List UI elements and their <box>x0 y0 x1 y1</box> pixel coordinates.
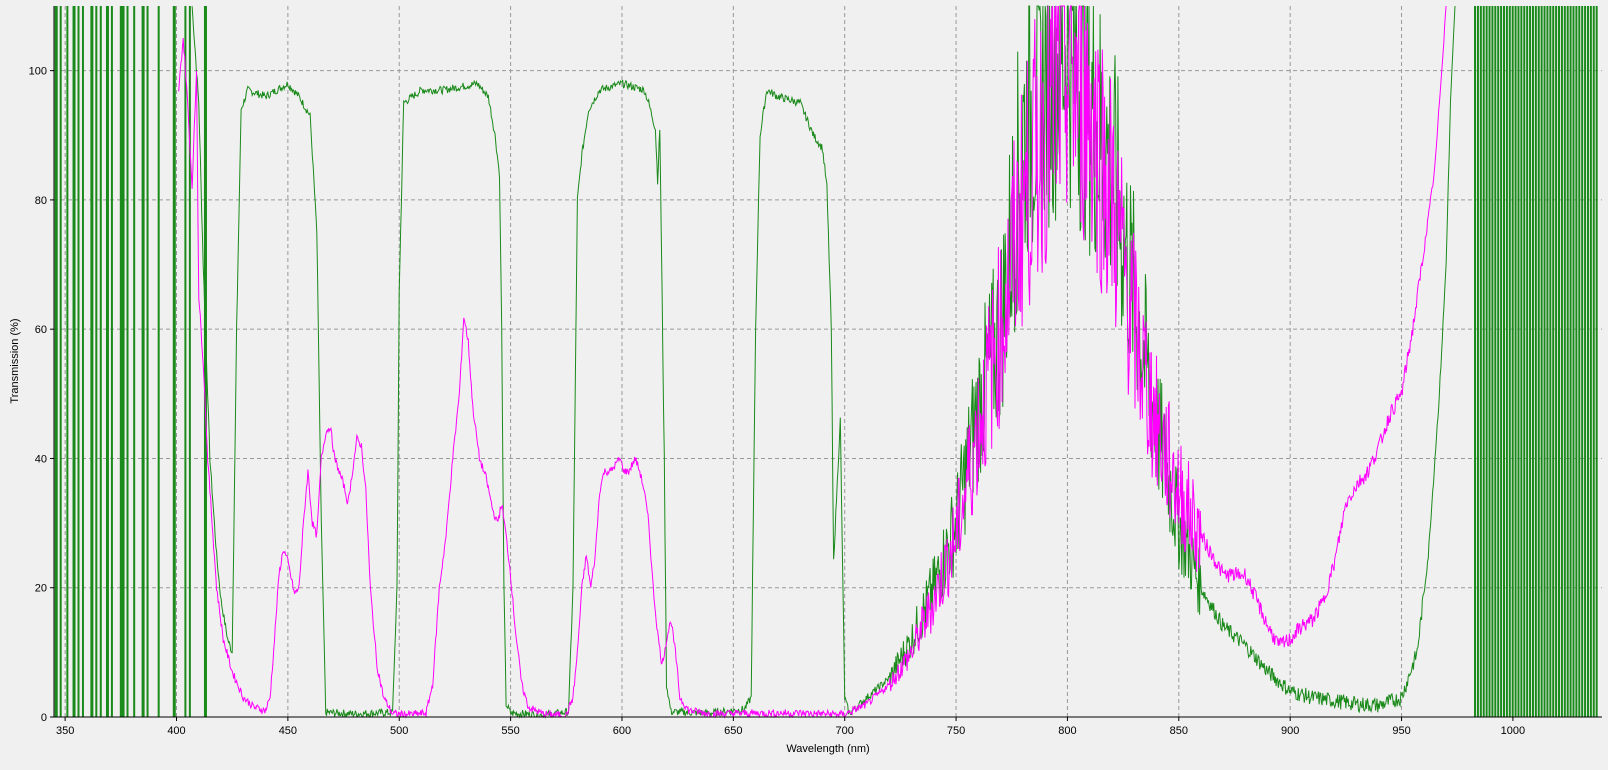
y-tick-label: 0 <box>41 712 47 724</box>
x-tick-label: 900 <box>1281 725 1299 737</box>
y-axis-label: Transmission (%) <box>9 318 21 403</box>
y-tick-label: 80 <box>35 195 47 207</box>
grid-lines <box>54 6 1602 717</box>
series-group <box>178 5 1456 719</box>
tick-labels: 350 400 450 500 550 600 650 700 750 800 850 900 950 1… <box>29 66 1526 737</box>
x-tick-label: 650 <box>724 725 742 737</box>
x-tick-label: 350 <box>56 725 74 737</box>
x-tick-label: 450 <box>279 725 297 737</box>
y-tick-label: 60 <box>35 324 47 336</box>
y-tick-label: 40 <box>35 453 47 465</box>
series-line-1 <box>178 5 1447 719</box>
x-tick-label: 550 <box>501 725 519 737</box>
x-tick-label: 750 <box>947 725 965 737</box>
x-axis-label: Wavelength (nm) <box>786 743 869 755</box>
x-tick-label: 500 <box>390 725 408 737</box>
x-tick-label: 600 <box>613 725 631 737</box>
x-tick-label: 850 <box>1170 725 1188 737</box>
x-tick-label: 1000 <box>1501 725 1525 737</box>
x-tick-label: 950 <box>1392 725 1410 737</box>
y-tick-label: 100 <box>29 66 47 78</box>
x-tick-label: 700 <box>836 725 854 737</box>
x-tick-label: 800 <box>1058 725 1076 737</box>
edge-noise-bars <box>54 6 1598 717</box>
x-tick-label: 400 <box>167 725 185 737</box>
y-tick-label: 20 <box>35 583 47 595</box>
plot-area <box>54 6 1602 717</box>
series-line-0 <box>191 5 1456 719</box>
